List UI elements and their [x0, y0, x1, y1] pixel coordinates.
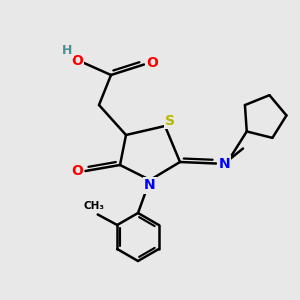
Text: N: N	[219, 157, 230, 170]
Text: O: O	[71, 54, 83, 68]
Text: H: H	[62, 44, 73, 57]
Text: S: S	[165, 114, 176, 128]
Text: CH₃: CH₃	[84, 201, 105, 211]
Text: O: O	[71, 164, 83, 178]
Text: O: O	[146, 56, 158, 70]
Text: N: N	[144, 178, 156, 192]
